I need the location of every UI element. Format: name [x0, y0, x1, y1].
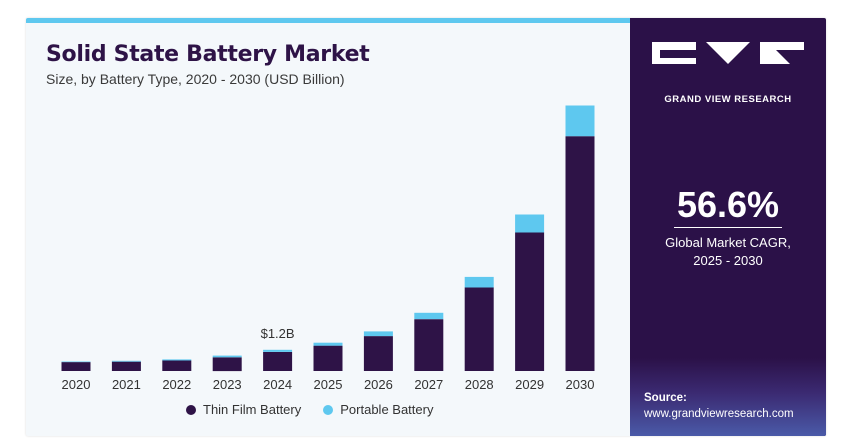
legend-label-portable: Portable Battery — [340, 402, 434, 417]
source-url[interactable]: www.grandviewresearch.com — [644, 408, 794, 420]
chart-card: Solid State Battery Market Size, by Batt… — [26, 18, 826, 436]
legend-swatch-thin-film — [186, 404, 196, 415]
bar-thin-film-2025 — [313, 345, 343, 371]
accent-bar — [26, 18, 630, 23]
logo-text: GRAND VIEW RESEARCH — [664, 94, 792, 105]
x-tick-label-2026: 2026 — [364, 377, 393, 392]
bar-thin-film-2028 — [464, 287, 494, 371]
bar-portable-2028 — [464, 276, 494, 288]
x-tick-label-2025: 2025 — [314, 377, 343, 392]
x-tick-label-2021: 2021 — [112, 377, 141, 392]
side-panel-footer — [630, 358, 826, 436]
bar-portable-2030 — [565, 105, 595, 137]
x-tick-label-2023: 2023 — [213, 377, 242, 392]
bar-thin-film-2023 — [212, 357, 242, 372]
bar-portable-2022 — [162, 359, 192, 361]
legend-label-thin-film: Thin Film Battery — [203, 402, 302, 417]
bar-portable-2020 — [61, 361, 91, 363]
x-tick-label-2022: 2022 — [162, 377, 191, 392]
bar-thin-film-2027 — [414, 319, 444, 371]
chart-title: Solid State Battery Market — [46, 42, 370, 67]
grand-view-research-logo — [652, 42, 804, 64]
annotation-label: $1.2B — [261, 326, 295, 341]
bar-thin-film-2029 — [515, 232, 545, 371]
bar-portable-2027 — [414, 312, 444, 320]
cagr-label: Global Market CAGR, 2025 - 2030 — [630, 234, 826, 270]
x-tick-label-2028: 2028 — [465, 377, 494, 392]
bar-thin-film-2030 — [565, 136, 595, 371]
chart-subtitle: Size, by Battery Type, 2020 - 2030 (USD … — [46, 71, 345, 87]
bar-portable-2024 — [263, 349, 293, 352]
bar-thin-film-2024 — [263, 352, 293, 371]
cagr-value: 56.6% — [676, 184, 780, 225]
side-panel: GRAND VIEW RESEARCH 56.6% Global Market … — [630, 18, 826, 436]
legend-swatch-portable — [323, 404, 334, 415]
bar-portable-2025 — [313, 342, 343, 346]
x-tick-label-2020: 2020 — [62, 377, 91, 392]
bar-portable-2023 — [212, 355, 242, 358]
bar-thin-film-2021 — [111, 361, 141, 371]
chart-legend: Thin Film Battery Portable Battery — [186, 402, 433, 417]
bar-thin-film-2020 — [61, 362, 91, 371]
bar-chart: 2020 2021 2022 2023 2024 $1.2B 2025 2026 2027 202… — [61, 105, 595, 392]
bar-thin-film-2026 — [363, 336, 393, 371]
bar-portable-2021 — [111, 360, 141, 362]
legend-item-thin-film: Thin Film Battery — [186, 402, 301, 417]
cagr-divider — [674, 227, 782, 228]
cagr-label-line-1: Global Market CAGR, — [665, 235, 791, 250]
source-label: Source: — [644, 392, 687, 404]
bar-portable-2029 — [515, 214, 545, 233]
source-note: Source: www.grandviewresearch.com — [644, 390, 794, 422]
x-tick-label-2029: 2029 — [515, 377, 544, 392]
bar-portable-2026 — [363, 331, 393, 337]
cagr-label-line-2: 2025 - 2030 — [693, 253, 763, 268]
legend-item-portable: Portable Battery — [323, 402, 433, 417]
bar-thin-film-2022 — [162, 360, 192, 371]
x-tick-label-2027: 2027 — [414, 377, 443, 392]
x-tick-label-2030: 2030 — [566, 377, 595, 392]
x-tick-label-2024: 2024 — [263, 377, 292, 392]
